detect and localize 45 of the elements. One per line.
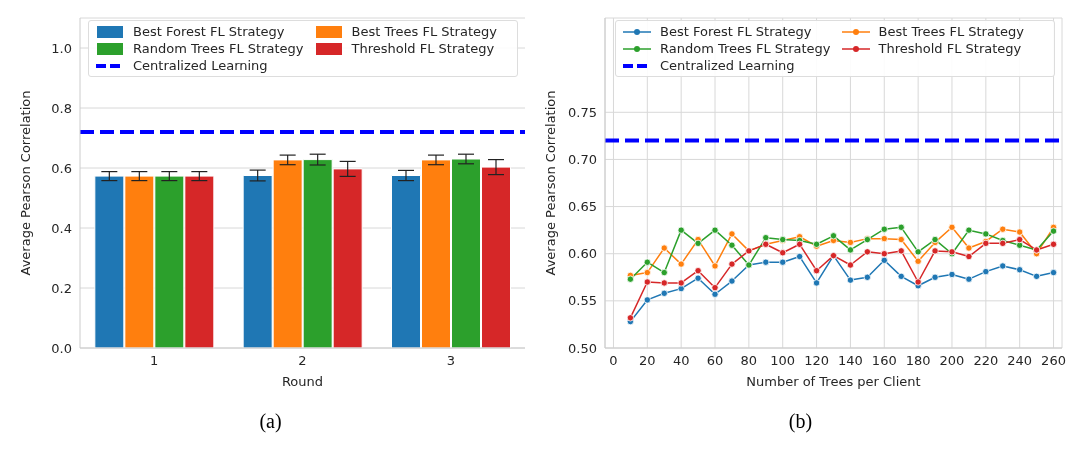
y-tick-label: 1.0 xyxy=(51,40,72,56)
legend-label: Best Trees FL Strategy xyxy=(351,24,497,39)
y-tick-label: 0.65 xyxy=(568,199,597,215)
legend-label: Threshold FL Strategy xyxy=(351,41,495,56)
x-tick-label: 180 xyxy=(905,353,931,369)
x-tick-label: 220 xyxy=(973,353,999,369)
x-tick-label: 100 xyxy=(770,353,796,369)
legend-label: Random Trees FL Strategy xyxy=(133,41,304,56)
x-axis-title: Number of Trees per Client xyxy=(746,374,921,389)
y-tick-label: 0.50 xyxy=(568,340,597,356)
legend-label: Best Trees FL Strategy xyxy=(878,24,1024,39)
x-tick-label: 60 xyxy=(706,353,724,369)
x-tick-label: 260 xyxy=(1041,353,1066,369)
legend-label: Centralized Learning xyxy=(133,58,268,73)
y-tick-label: 0.8 xyxy=(51,100,72,116)
x-tick-label: 2 xyxy=(298,353,307,369)
x-tick-label: 3 xyxy=(446,353,455,369)
y-tick-label: 0.6 xyxy=(51,160,72,176)
text: (b) xyxy=(787,410,814,433)
x-axis-title: Round xyxy=(281,374,324,389)
x-tick-label: 200 xyxy=(939,353,965,369)
legend-label: Threshold FL Strategy xyxy=(878,41,1022,56)
y-tick-label: 0.55 xyxy=(568,293,597,309)
y-axis-title: Average Pearson Correlation xyxy=(542,90,558,276)
y-tick-label: 0.0 xyxy=(51,340,72,356)
x-tick-label: 240 xyxy=(1007,353,1033,369)
x-tick-label: 0 xyxy=(609,353,618,369)
y-tick-label: 0.75 xyxy=(568,104,597,120)
x-tick-label: 1 xyxy=(150,353,159,369)
x-tick-label: 140 xyxy=(838,353,863,369)
x-tick-label: 20 xyxy=(639,353,656,369)
y-tick-label: 0.60 xyxy=(568,246,597,262)
legend-label: Best Forest FL Strategy xyxy=(133,24,285,39)
legend-label: Centralized Learning xyxy=(660,58,795,73)
x-tick-label: 160 xyxy=(871,353,897,369)
y-tick-label: 0.70 xyxy=(568,152,597,168)
y-axis-title: Average Pearson Correlation xyxy=(17,90,33,276)
legend-label: Best Forest FL Strategy xyxy=(660,24,812,39)
y-tick-label: 0.2 xyxy=(51,280,72,296)
text: (a) xyxy=(258,410,283,433)
x-tick-label: 120 xyxy=(804,353,829,369)
x-tick-label: 40 xyxy=(672,353,690,369)
legend-label: Random Trees FL Strategy xyxy=(660,41,831,56)
x-tick-label: 80 xyxy=(740,353,758,369)
y-tick-label: 0.4 xyxy=(51,220,72,236)
